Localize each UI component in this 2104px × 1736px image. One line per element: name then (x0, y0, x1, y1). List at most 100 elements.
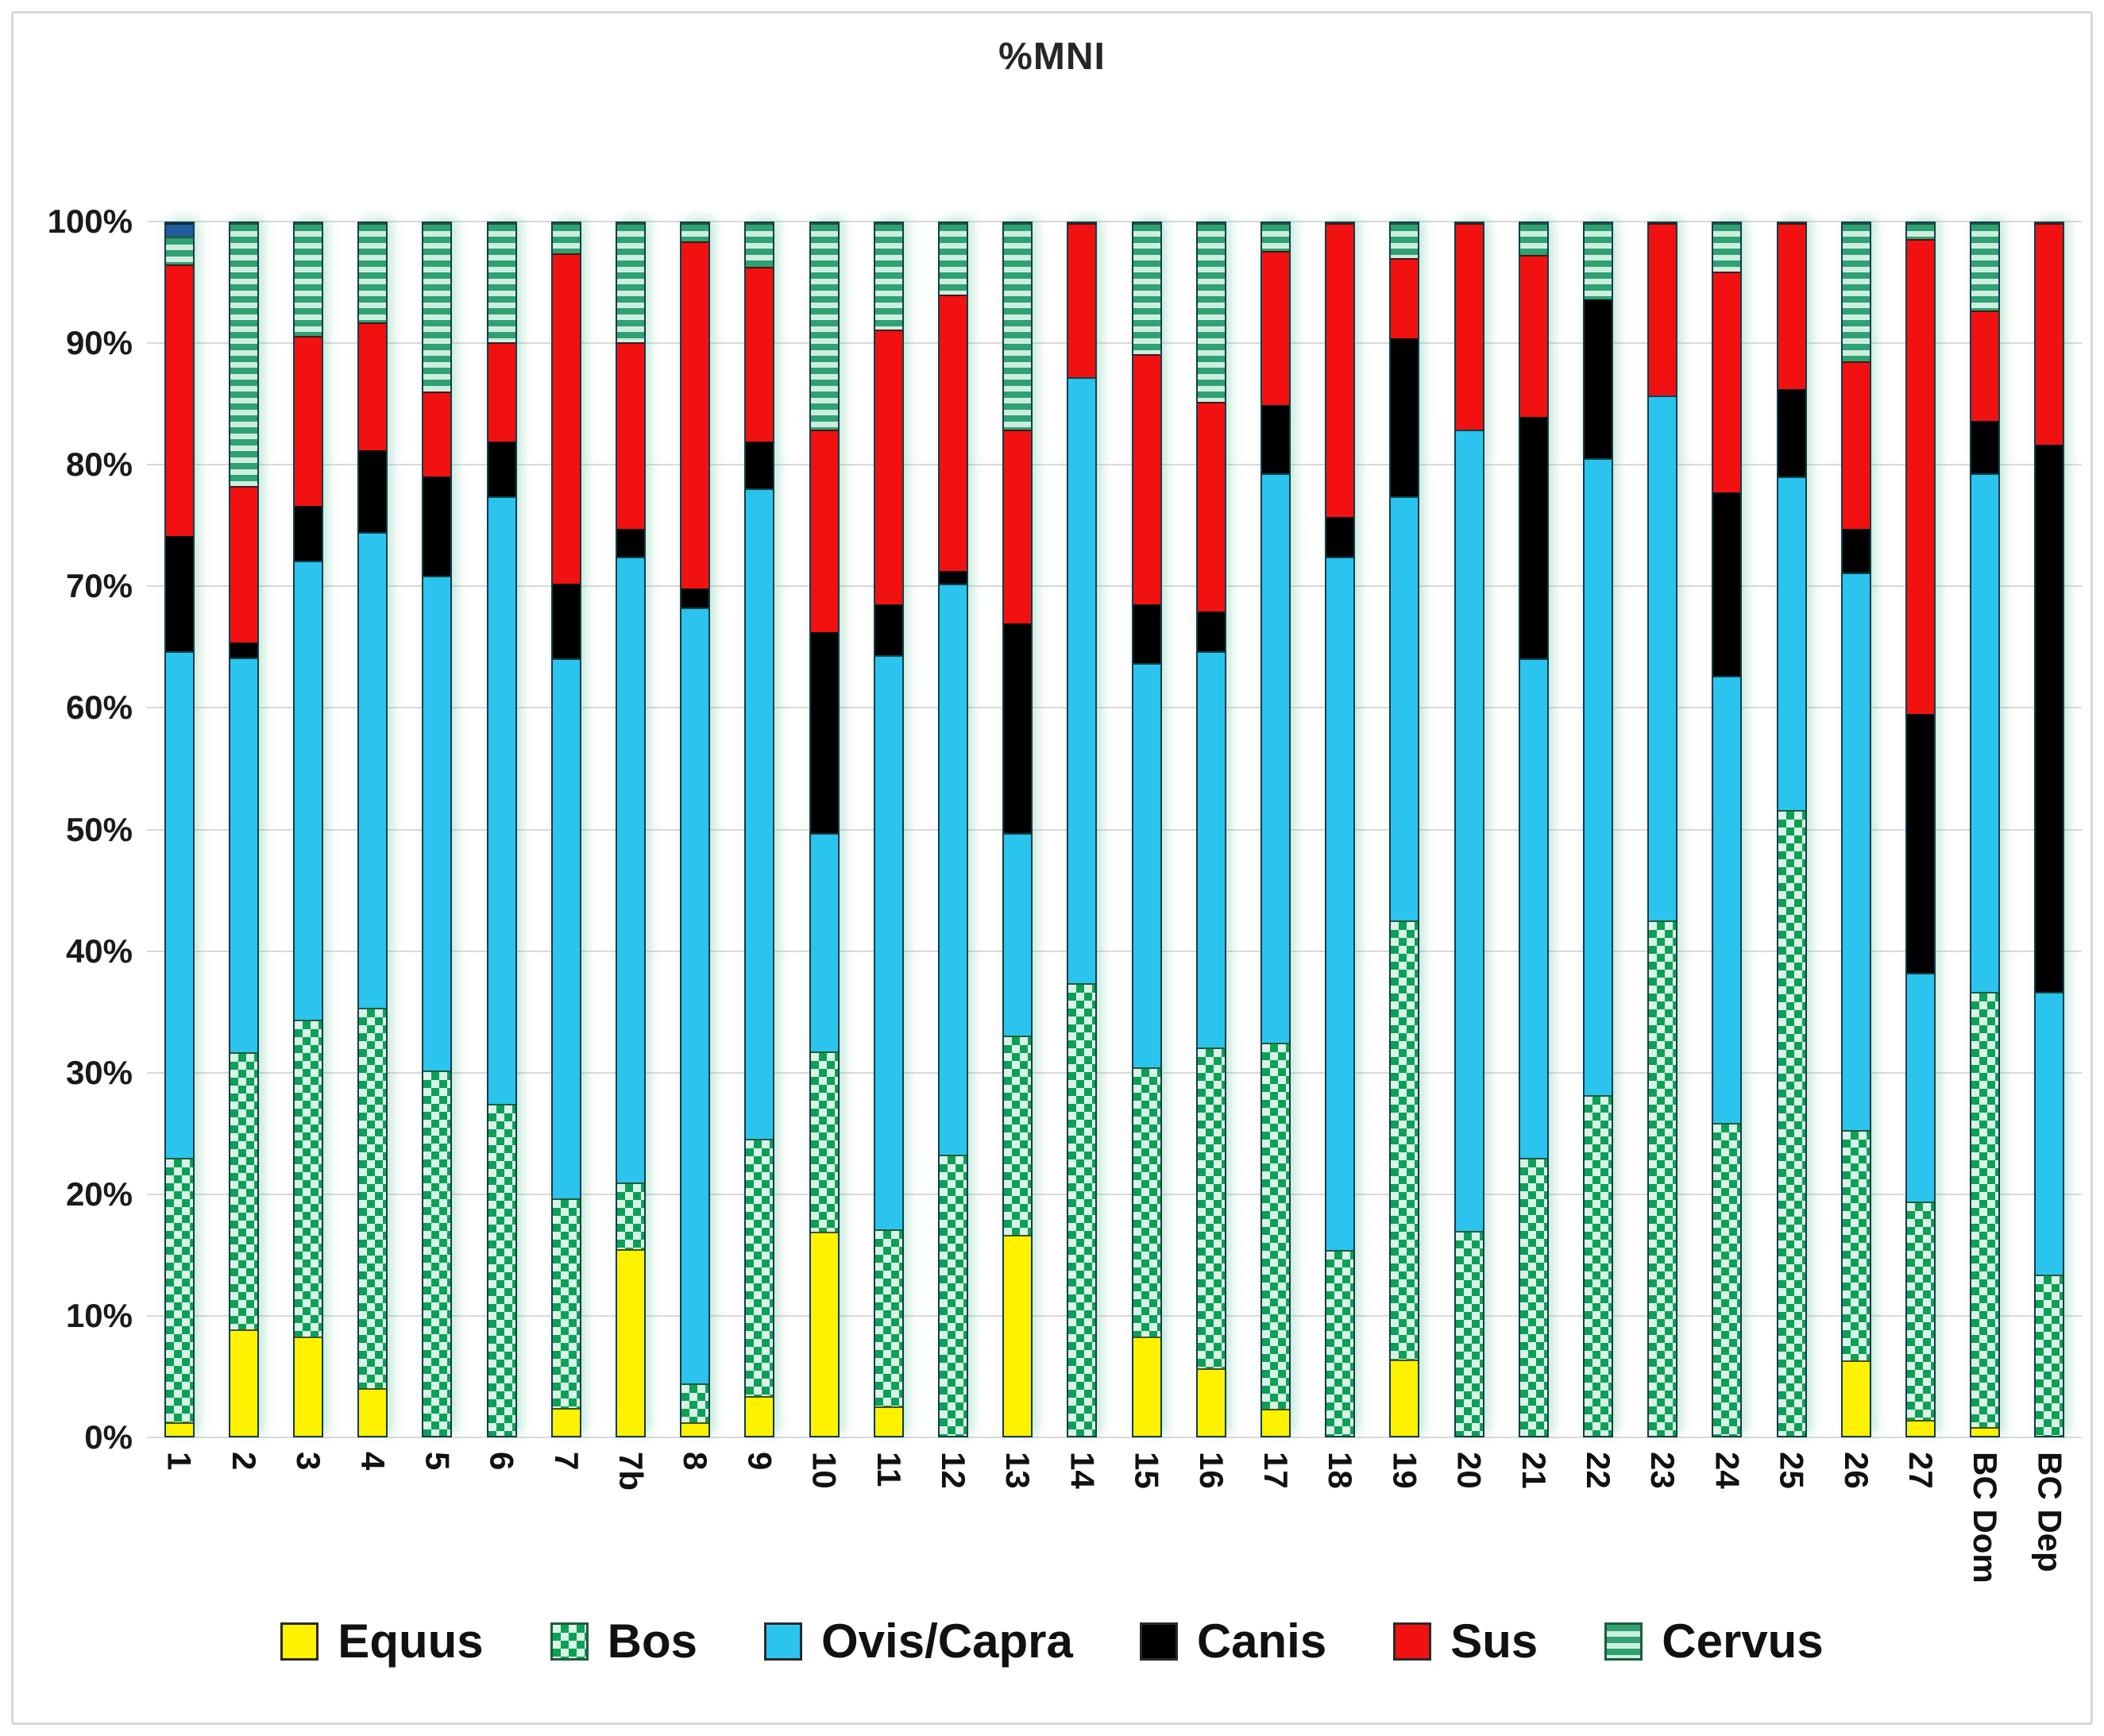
segment-canis-26 (1842, 528, 1870, 573)
x-tick-9: 9 (741, 1452, 779, 1471)
bar-cell-17 (1243, 222, 1307, 1437)
segment-cervus-8 (681, 223, 709, 241)
legend-label-ovis-capra: Ovis/Capra (821, 1614, 1073, 1668)
segment-equus-16 (1197, 1368, 1225, 1436)
segment-ovis-capra-BC Dom (1971, 473, 1999, 993)
bar-cell-25 (1759, 222, 1824, 1437)
segment-ovis-capra-BC Dep (2036, 992, 2063, 1275)
segment-bos-19 (1391, 920, 1419, 1360)
legend-item-cervus: Cervus (1604, 1614, 1824, 1668)
segment-ovis-capra-21 (1519, 658, 1547, 1159)
stacked-bar-17 (1260, 222, 1291, 1437)
segment-bos-9 (746, 1138, 774, 1396)
segment-sus-21 (1519, 254, 1547, 418)
bar-cell-18 (1308, 222, 1372, 1437)
y-tick-90%: 90% (65, 324, 133, 362)
segment-bos-13 (1004, 1036, 1032, 1235)
bar-cell-12 (921, 222, 985, 1437)
x-tick-26: 26 (1837, 1452, 1875, 1489)
bar-cell-1 (147, 222, 211, 1437)
segment-equus-11 (874, 1406, 902, 1436)
stacked-bar-5 (422, 222, 453, 1437)
bar-cell-9 (728, 222, 792, 1437)
bar-cell-3 (276, 222, 340, 1437)
segment-bos-8 (681, 1383, 709, 1423)
segment-equus-4 (359, 1388, 387, 1436)
segment-sus-6 (488, 341, 515, 442)
stacked-bar-20 (1453, 222, 1484, 1437)
x-tick-22: 22 (1579, 1452, 1617, 1489)
segment-cervus-19 (1391, 223, 1419, 259)
bar-cell-16 (1179, 222, 1243, 1437)
segment-bos-7 (552, 1198, 580, 1408)
bar-cell-2 (211, 222, 276, 1437)
stacked-bar-24 (1712, 222, 1743, 1437)
chart-title: %MNI (998, 36, 1106, 78)
legend-label-sus: Sus (1450, 1614, 1538, 1668)
segment-canis-22 (1584, 299, 1612, 459)
stacked-bar-26 (1840, 222, 1871, 1437)
stacked-bar-23 (1647, 222, 1678, 1437)
segment-bos-6 (488, 1103, 515, 1436)
segment-ovis-capra-6 (488, 496, 515, 1104)
stacked-bar-1 (164, 222, 195, 1437)
gridline-80 (147, 464, 2082, 466)
segment-sus-23 (1649, 223, 1677, 395)
segment-sus-17 (1261, 251, 1289, 406)
segment-ovis-capra-11 (874, 654, 902, 1230)
segment-canis-11 (874, 604, 902, 655)
x-tick-19: 19 (1386, 1452, 1424, 1489)
stacked-bar-8 (680, 222, 711, 1437)
segment-cervus-7b (616, 223, 644, 342)
segment-ovis-capra-25 (1778, 476, 1805, 811)
segment-ovis-capra-10 (810, 833, 838, 1051)
y-tick-80%: 80% (65, 446, 133, 484)
segment-canis-13 (1004, 623, 1032, 834)
x-tick-18: 18 (1322, 1452, 1360, 1489)
stacked-bar-9 (744, 222, 775, 1437)
stacked-bar-7 (550, 222, 581, 1437)
stacked-bar-3 (292, 222, 323, 1437)
segment-sus-1 (165, 264, 193, 536)
segment-canis-BC Dom (1971, 420, 1999, 473)
x-tick-BC Dom: BC Dom (1967, 1452, 2005, 1584)
bar-cell-13 (986, 222, 1050, 1437)
segment-canis-10 (810, 631, 838, 834)
segment-cervus-10 (810, 223, 838, 430)
segment-ovis-capra-26 (1842, 572, 1870, 1131)
segment-bos-25 (1778, 810, 1805, 1436)
legend-swatch-equus (280, 1622, 319, 1661)
plot-area: 0% 10% 20% 30% 40% 50% 60% 70% 80% 90% 100% (48, 203, 2082, 1456)
x-tick-5: 5 (419, 1452, 457, 1471)
segment-cervus-4 (359, 223, 387, 323)
bar-cell-8 (663, 222, 728, 1437)
legend-label-bos: Bos (607, 1614, 697, 1668)
segment-bos-15 (1133, 1067, 1160, 1337)
segment-canis-27 (1906, 714, 1934, 973)
legend-label-canis: Canis (1196, 1614, 1327, 1668)
segment-sus-15 (1133, 353, 1160, 604)
legend-item-equus: Equus (280, 1614, 484, 1668)
stacked-bar-25 (1776, 222, 1807, 1437)
bar-cell-10 (792, 222, 856, 1437)
stacked-bar-6 (486, 222, 517, 1437)
y-tick-20%: 20% (65, 1175, 133, 1213)
bar-cell-27 (1888, 222, 1952, 1437)
segment-cervus-9 (746, 223, 774, 267)
stacked-bar-16 (1195, 222, 1226, 1437)
segment-canis-9 (746, 441, 774, 489)
stacked-bar-19 (1389, 222, 1420, 1437)
x-tick-10: 10 (805, 1452, 844, 1489)
segment-ovis-capra-14 (1068, 376, 1096, 984)
segment-sus-8 (681, 241, 709, 588)
bar-cell-19 (1372, 222, 1437, 1437)
x-tick-20: 20 (1450, 1452, 1488, 1489)
segment-cervus-13 (1004, 223, 1032, 430)
x-tick-27: 27 (1901, 1452, 1940, 1489)
segment-bos-22 (1584, 1094, 1612, 1436)
chart-legend: Equus Bos Ovis/Capra Canis Sus Cervus (0, 1614, 2104, 1668)
segment-cervus-17 (1261, 223, 1289, 252)
segment-canis-7b (616, 528, 644, 557)
gridline-60 (147, 707, 2082, 709)
segment-ovis-capra-4 (359, 532, 387, 1008)
